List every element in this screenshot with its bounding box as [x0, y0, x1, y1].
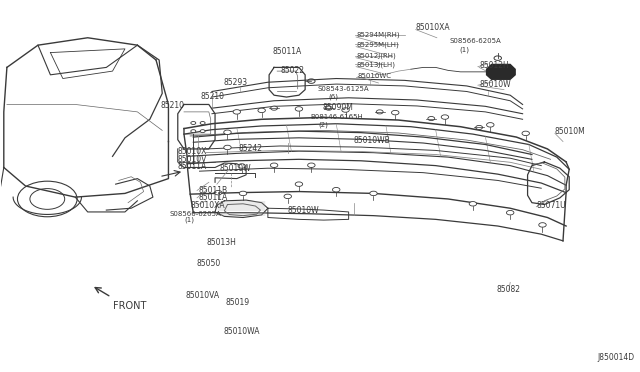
Circle shape — [191, 130, 196, 133]
Circle shape — [200, 122, 205, 125]
Circle shape — [258, 108, 266, 113]
Circle shape — [494, 56, 502, 60]
Circle shape — [376, 110, 383, 114]
Text: 85010V: 85010V — [178, 155, 207, 164]
Text: 85010WA: 85010WA — [223, 327, 260, 336]
Circle shape — [476, 125, 483, 129]
Text: (2): (2) — [319, 122, 329, 128]
Text: 85011B: 85011B — [198, 186, 227, 195]
Text: 85010XA: 85010XA — [416, 23, 451, 32]
Text: 85011A: 85011A — [178, 162, 207, 171]
Text: 85010XA: 85010XA — [190, 201, 225, 210]
Circle shape — [271, 106, 278, 110]
Text: 85013J(LH): 85013J(LH) — [356, 61, 395, 68]
Text: 85011A: 85011A — [273, 47, 302, 56]
Text: 85010W: 85010W — [288, 206, 319, 215]
Text: 85293: 85293 — [223, 78, 247, 87]
Circle shape — [239, 191, 247, 196]
Text: 85294M(RH): 85294M(RH) — [356, 32, 400, 38]
Text: 85010W: 85010W — [479, 80, 511, 89]
Text: (6): (6) — [329, 93, 339, 100]
Circle shape — [325, 106, 332, 110]
Text: 85050: 85050 — [196, 259, 221, 268]
Text: S08566-6205A: S08566-6205A — [170, 211, 221, 217]
Text: 85019: 85019 — [226, 298, 250, 307]
Text: FRONT: FRONT — [113, 301, 146, 311]
Text: 85013H: 85013H — [207, 238, 237, 247]
Text: 85012J(RH): 85012J(RH) — [356, 52, 396, 59]
Circle shape — [370, 191, 377, 196]
Text: J850014D: J850014D — [597, 353, 634, 362]
Circle shape — [522, 131, 529, 136]
Text: (1): (1) — [184, 217, 195, 223]
Circle shape — [308, 163, 315, 167]
Text: 85295M(LH): 85295M(LH) — [356, 41, 399, 48]
Text: S08566-6205A: S08566-6205A — [449, 38, 501, 44]
Circle shape — [238, 164, 246, 168]
Text: B08146-6165H: B08146-6165H — [310, 115, 363, 121]
Circle shape — [333, 187, 340, 192]
Circle shape — [295, 182, 303, 186]
Circle shape — [200, 130, 205, 133]
Circle shape — [486, 123, 494, 127]
Text: 85082: 85082 — [497, 285, 520, 294]
Circle shape — [224, 145, 231, 150]
Circle shape — [224, 130, 231, 135]
Circle shape — [270, 163, 278, 167]
Text: 85210: 85210 — [201, 92, 225, 101]
Text: 85010WC: 85010WC — [358, 73, 392, 78]
Circle shape — [428, 116, 435, 121]
Text: 85012H: 85012H — [479, 61, 509, 70]
Circle shape — [539, 223, 546, 227]
Circle shape — [284, 194, 291, 199]
Text: 85071U: 85071U — [536, 201, 566, 210]
Text: (1): (1) — [460, 46, 469, 53]
Polygon shape — [486, 64, 515, 79]
Circle shape — [506, 211, 514, 215]
Text: 85011A: 85011A — [198, 193, 228, 202]
Text: 85090M: 85090M — [323, 103, 353, 112]
Text: 85210: 85210 — [161, 101, 185, 110]
Circle shape — [295, 107, 303, 111]
Circle shape — [214, 190, 222, 195]
Text: S08543-6125A: S08543-6125A — [317, 86, 369, 92]
Text: 85010WB: 85010WB — [354, 136, 390, 145]
Text: 85242: 85242 — [238, 144, 262, 153]
Circle shape — [392, 110, 399, 115]
Circle shape — [342, 108, 349, 112]
Text: 85010VA: 85010VA — [186, 291, 220, 300]
Text: 85010X: 85010X — [178, 147, 207, 156]
Text: 85010M: 85010M — [555, 126, 586, 136]
Circle shape — [191, 122, 196, 125]
Text: 85022: 85022 — [280, 66, 304, 75]
Circle shape — [233, 110, 241, 114]
Circle shape — [441, 115, 449, 119]
Circle shape — [469, 202, 477, 206]
Text: 85010W: 85010W — [220, 164, 251, 173]
